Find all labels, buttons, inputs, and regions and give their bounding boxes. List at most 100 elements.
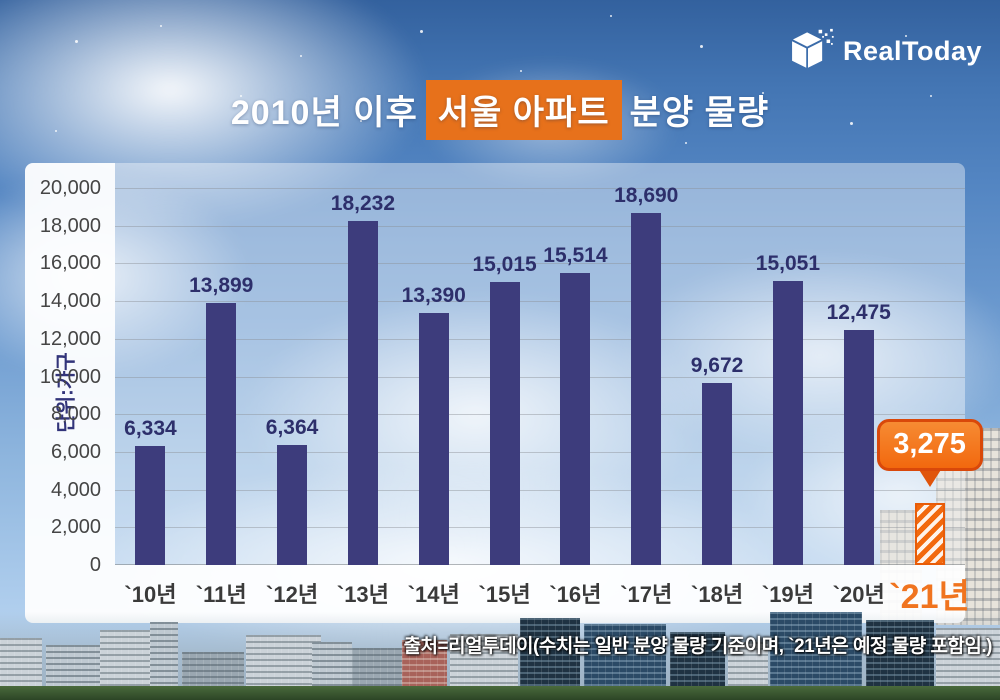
x-label: `14년 [407, 582, 460, 607]
sparkle-dot [905, 35, 907, 37]
y-tick-label: 4,000 [50, 478, 101, 501]
skyline-building [402, 640, 447, 690]
bar [135, 445, 166, 565]
title-highlight: 서울 아파트 [425, 80, 622, 140]
skyline-building [866, 620, 934, 690]
bar-value-label: 18,232 [330, 192, 396, 216]
y-tick-label: 20,000 [39, 177, 101, 199]
x-label: `17년 [620, 582, 673, 607]
title-suffix: 분양 물량 [629, 94, 770, 132]
x-axis: `10년 `11년 `12년 `13년 `14년 `15년 `16년 `17년 `18년 `19년… [115, 565, 970, 623]
bar [489, 281, 520, 565]
y-axis-unit-label: 단위:가구 [55, 352, 78, 433]
bar [347, 221, 378, 565]
x-label-2021: `21년 [889, 578, 970, 616]
city-skyline [0, 612, 1000, 700]
x-label: `12년 [266, 582, 319, 607]
skyline-building [246, 635, 321, 690]
x-label: `11년 [195, 582, 247, 607]
treeline [0, 686, 1000, 700]
gridline [115, 451, 965, 453]
gridline [115, 338, 965, 340]
bar [418, 312, 449, 565]
bar-value-label: 13,390 [401, 283, 466, 307]
y-tick-label: 18,000 [39, 214, 101, 237]
x-label: `16년 [549, 582, 602, 607]
bar [843, 329, 874, 565]
sparkle-dot [55, 130, 57, 132]
bar-2021-highlighted [914, 503, 945, 565]
skyline-building [100, 630, 155, 690]
bar [772, 281, 803, 565]
sparkle-dot [850, 122, 853, 125]
x-label: `18년 [691, 582, 744, 607]
bar-value-label: 18,690 [614, 183, 679, 207]
sparkle-dot [360, 120, 362, 122]
bar-value-label: 13,899 [189, 274, 254, 298]
bar-value-label: 12,475 [826, 300, 891, 324]
plot-area: 6,334 13,899 6,364 18,232 13,390 15,015 15,514… [115, 163, 983, 565]
sparkle-dot [762, 92, 764, 94]
y-tick-label: 16,000 [39, 252, 101, 275]
x-label: `13년 [336, 582, 389, 607]
bar-value-label: 15,015 [472, 252, 537, 276]
sparkle-dot [75, 40, 78, 43]
bar-value-label: 6,334 [124, 416, 177, 440]
bar [631, 212, 662, 565]
sparkle-dot [300, 55, 302, 57]
sparkle-dot [420, 30, 423, 33]
sparkle-dot [700, 45, 703, 48]
skyline-building [728, 642, 768, 690]
y-tick-label: 6,000 [50, 440, 101, 463]
y-tick-label: 10,000 [39, 365, 101, 388]
y-axis: 단위:가구 0 2,000 4,000 6,000 8,000 10,000 12,000 1… [25, 163, 115, 623]
x-label: `19년 [761, 582, 814, 607]
x-label: `20년 [832, 582, 885, 607]
skyline-building [670, 632, 725, 690]
skyline-building [312, 642, 352, 690]
realtoday-cube-icon [792, 28, 834, 68]
bar-value-label: 9,672 [690, 353, 744, 377]
bar [702, 382, 733, 565]
y-tick-label: 2,000 [50, 516, 101, 539]
sparkle-dot [520, 70, 522, 72]
bar-value-label: 15,514 [543, 243, 608, 267]
x-axis-baseline [115, 564, 965, 565]
gridline [115, 527, 965, 529]
y-tick-label: 14,000 [39, 290, 101, 313]
gridline [115, 376, 965, 378]
sparkle-dot [610, 15, 612, 17]
source-note: 출처=리얼투데이(수치는 일반 분양 물량 기준이며, `21년은 예정 물량 … [403, 636, 993, 657]
bar-value-label: 6,364 [265, 416, 319, 440]
realtoday-logo-text: RealToday [842, 35, 982, 66]
y-tick-label: 12,000 [39, 327, 101, 350]
realtoday-logo: RealToday [781, 28, 982, 74]
skyline-building [352, 648, 407, 690]
skyline-building [520, 618, 580, 690]
skyline-building [0, 638, 42, 690]
x-label: `15년 [478, 582, 531, 607]
y-tick-label: 0 [89, 554, 101, 576]
page-title: 2010년 이후 서울 아파트 분양 물량 [0, 80, 1000, 140]
gridline [115, 301, 965, 303]
bar [277, 445, 308, 565]
gridline [115, 225, 965, 227]
sparkle-dot [240, 95, 242, 97]
gridline [115, 188, 965, 189]
sparkle-dot [930, 95, 932, 97]
skyline-building [150, 622, 178, 690]
gridline [115, 414, 965, 416]
chart-panel: 단위:가구 0 2,000 4,000 6,000 8,000 10,000 12,000 1… [25, 163, 983, 623]
sparkle-dot [685, 142, 687, 144]
title-prefix: 2010년 이후 [230, 94, 418, 132]
bar-value-label: 15,051 [755, 252, 821, 276]
sparkle-dot [160, 25, 162, 27]
y-tick-label: 8,000 [50, 403, 101, 426]
bar [560, 272, 591, 565]
gridline [115, 489, 965, 491]
callout-bubble: 3,275 [876, 419, 983, 472]
bar [206, 303, 237, 565]
skyline-building [450, 634, 518, 690]
skyline-building [584, 624, 666, 690]
skyline-building [182, 652, 244, 690]
